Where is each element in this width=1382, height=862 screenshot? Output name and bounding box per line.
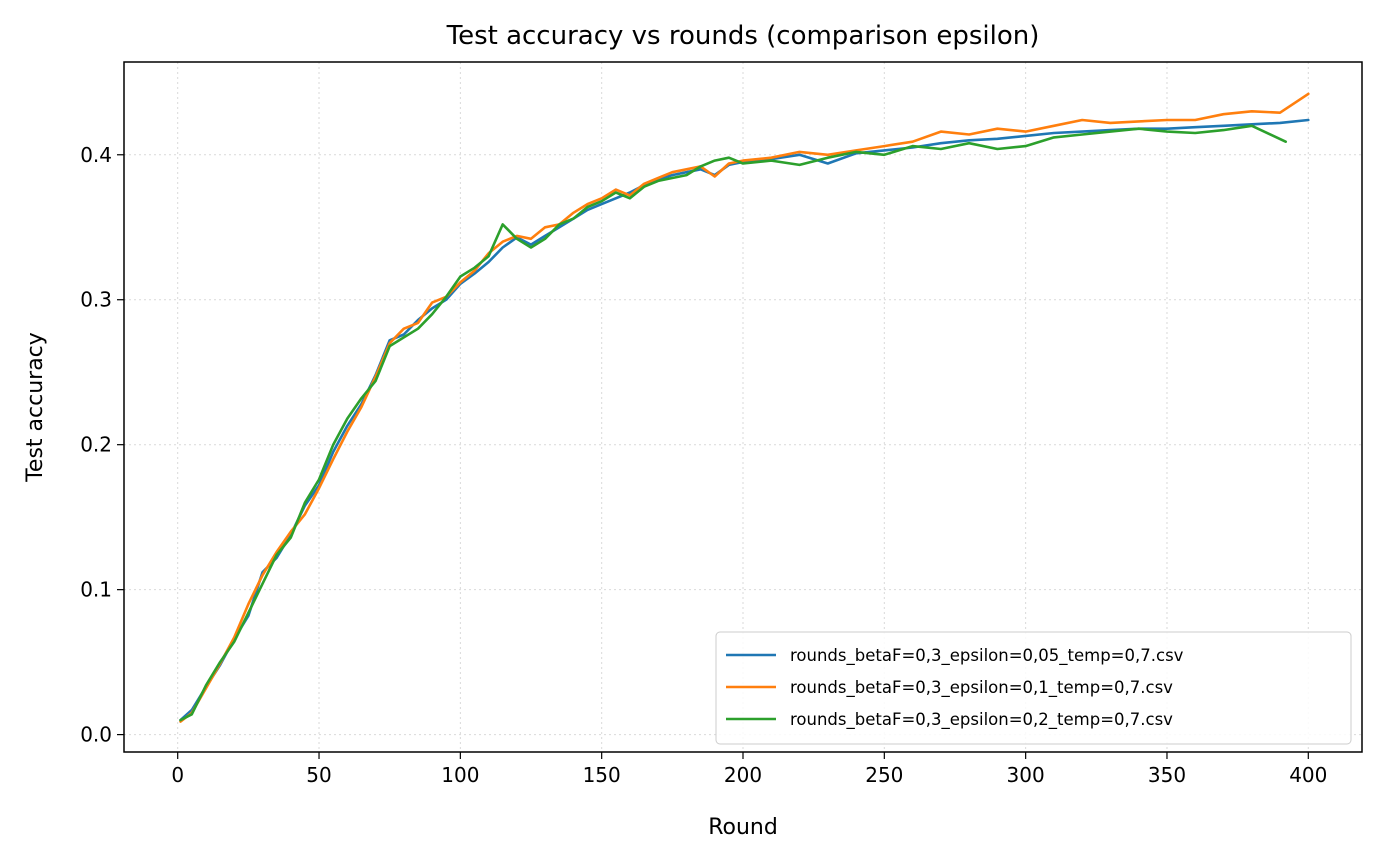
x-axis: 0 50 100 150 200 250 300 350 400 bbox=[171, 752, 1327, 787]
legend-label-1: rounds_betaF=0,3_epsilon=0,05_temp=0,7.c… bbox=[790, 646, 1184, 666]
y-tick-label: 0.2 bbox=[80, 433, 112, 457]
x-tick-label: 250 bbox=[865, 763, 903, 787]
y-tick-label: 0.0 bbox=[80, 723, 112, 747]
x-tick-label: 300 bbox=[1007, 763, 1045, 787]
x-tick-label: 150 bbox=[583, 763, 621, 787]
y-tick-label: 0.3 bbox=[80, 288, 112, 312]
series-line-3 bbox=[179, 124, 1287, 722]
legend-label-2: rounds_betaF=0,3_epsilon=0,1_temp=0,7.cs… bbox=[790, 678, 1173, 698]
y-axis-title: Test accuracy bbox=[23, 332, 48, 483]
chart-title: Test accuracy vs rounds (comparison epsi… bbox=[446, 21, 1040, 51]
y-tick-label: 0.4 bbox=[80, 143, 112, 167]
x-tick-label: 400 bbox=[1289, 763, 1327, 787]
x-tick-label: 0 bbox=[171, 763, 184, 787]
series-line-2 bbox=[179, 92, 1310, 723]
x-axis-title: Round bbox=[708, 815, 778, 840]
x-tick-label: 100 bbox=[441, 763, 479, 787]
x-tick-label: 350 bbox=[1148, 763, 1186, 787]
x-tick-label: 50 bbox=[306, 763, 331, 787]
legend-box bbox=[715, 631, 1352, 745]
legend: rounds_betaF=0,3_epsilon=0,05_temp=0,7.c… bbox=[715, 631, 1352, 745]
y-axis: 0.0 0.1 0.2 0.3 0.4 bbox=[80, 143, 124, 747]
y-tick-label: 0.1 bbox=[80, 578, 112, 602]
legend-label-3: rounds_betaF=0,3_epsilon=0,2_temp=0,7.cs… bbox=[790, 710, 1173, 730]
x-tick-label: 200 bbox=[724, 763, 762, 787]
series-layer bbox=[179, 92, 1310, 723]
